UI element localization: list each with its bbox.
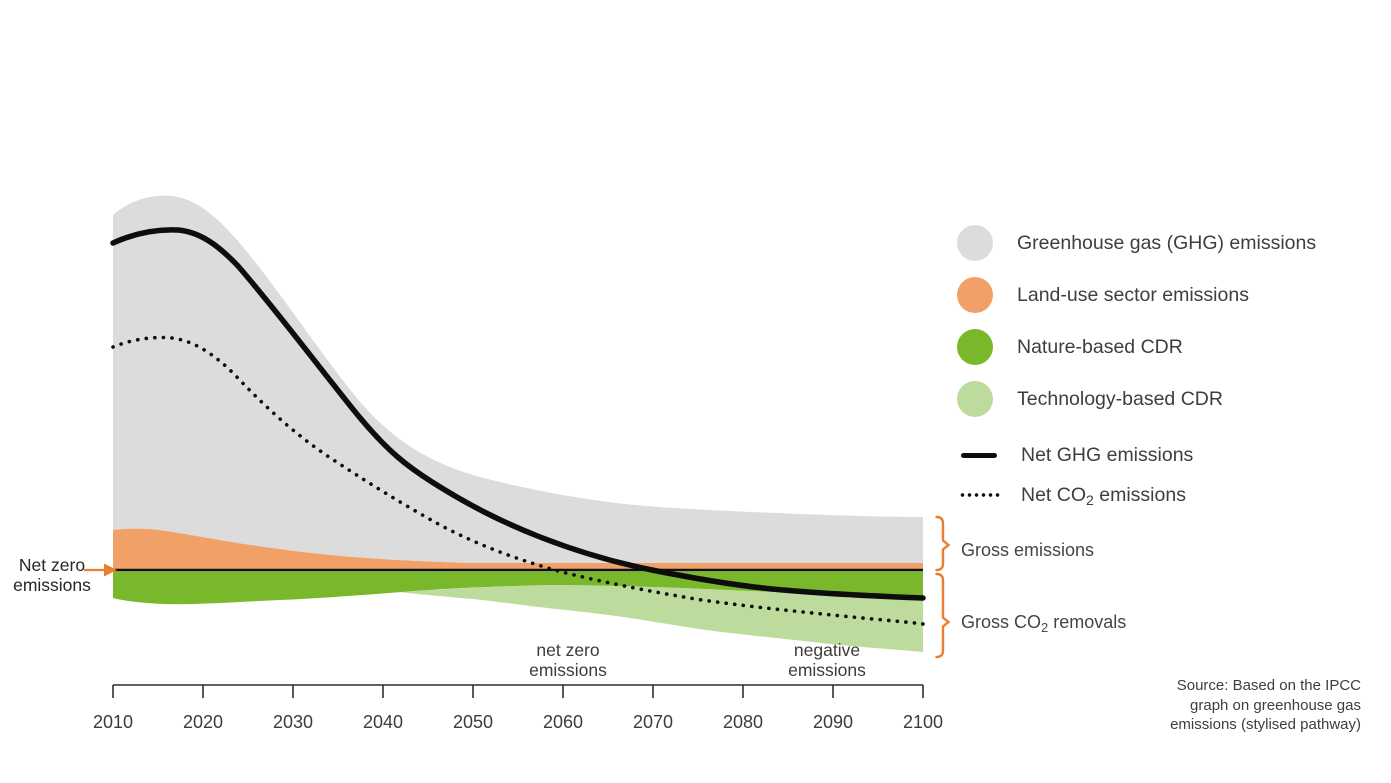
x-tick-2090: 2090 — [812, 712, 854, 732]
technology-cdr-area — [400, 585, 923, 652]
x-tick-2100: 2100 — [902, 712, 944, 732]
legend-swatch-net-ghg-line — [961, 452, 997, 458]
legend-label-ghg: Greenhouse gas (GHG) emissions — [1017, 231, 1317, 254]
gross-co2-removals-label: Gross CO2 removals — [961, 612, 1127, 635]
legend-label-tech-cdr: Technology-based CDR — [1017, 387, 1223, 410]
legend-swatch-nature-cdr — [957, 329, 993, 365]
x-tick-2010: 2010 — [92, 712, 134, 732]
land-use-emissions-area — [113, 528, 923, 569]
x-tick-2060: 2060 — [542, 712, 584, 732]
x-axis-ticks — [112, 685, 924, 698]
legend-item-ghg-emissions: Greenhouse gas (GHG) emissions — [957, 225, 1316, 261]
legend-item-nature-cdr: Nature-based CDR — [957, 329, 1183, 365]
legend-swatch-ghg — [957, 225, 993, 261]
gross-emissions-bracket — [935, 515, 951, 572]
net-zero-arrow-icon — [84, 563, 117, 577]
legend-label-nature-cdr: Nature-based CDR — [1017, 335, 1183, 358]
annotation-net-zero-emissions: net zero emissions — [529, 640, 607, 680]
x-tick-2020: 2020 — [182, 712, 224, 732]
legend-swatch-tech-cdr — [957, 381, 993, 417]
legend-item-land-use: Land-use sector emissions — [957, 277, 1249, 313]
x-tick-2080: 2080 — [722, 712, 764, 732]
legend-swatch-net-co2-line — [959, 493, 1001, 497]
x-tick-2030: 2030 — [272, 712, 314, 732]
net-zero-axis-label: Net zero emissions — [13, 555, 91, 595]
gross-emissions-label: Gross emissions — [961, 540, 1095, 560]
x-tick-2040: 2040 — [362, 712, 404, 732]
x-tick-2070: 2070 — [632, 712, 674, 732]
ghg-emissions-area — [113, 195, 923, 563]
legend-item-net-co2: Net CO2 emissions — [957, 477, 1186, 513]
source-note: Source: Based on the IPCC graph on green… — [1170, 677, 1361, 733]
legend-swatch-land-use — [957, 277, 993, 313]
annotation-negative-emissions: negative emissions — [788, 640, 866, 680]
net-ghg-line — [110, 227, 926, 601]
legend-item-tech-cdr: Technology-based CDR — [957, 381, 1223, 417]
legend-label-land-use: Land-use sector emissions — [1017, 283, 1249, 306]
legend-item-net-ghg: Net GHG emissions — [957, 437, 1193, 473]
x-tick-2050: 2050 — [452, 712, 494, 732]
legend-label-net-co2: Net CO2 emissions — [1021, 483, 1186, 508]
legend-label-net-ghg: Net GHG emissions — [1021, 443, 1194, 466]
gross-removals-bracket — [935, 572, 951, 659]
